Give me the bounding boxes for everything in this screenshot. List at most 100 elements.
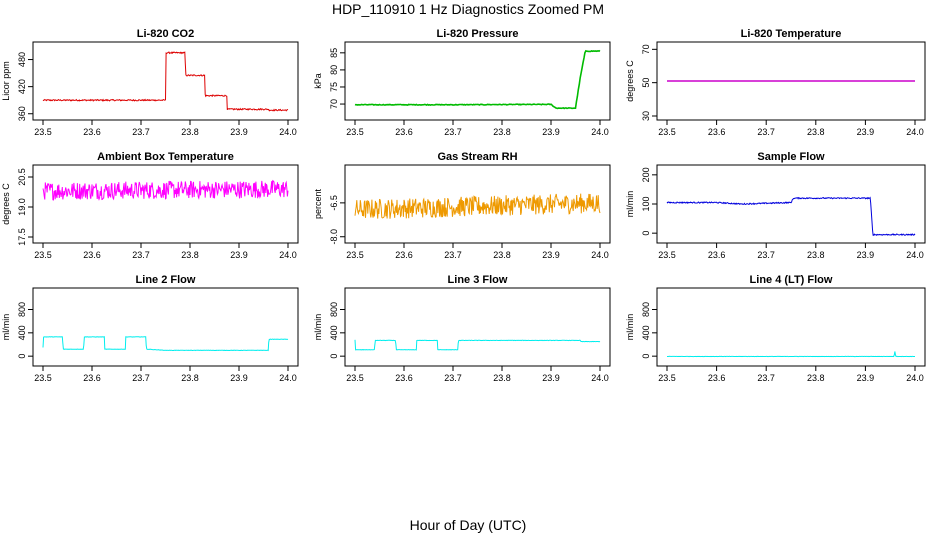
x-tick-label: 24.0 <box>279 250 297 260</box>
x-tick-label: 23.8 <box>807 373 825 383</box>
x-tick-label: 23.8 <box>181 373 199 383</box>
series-line <box>354 49 601 110</box>
x-tick-label: 23.9 <box>542 250 560 260</box>
x-tick-label: 23.7 <box>132 127 150 137</box>
y-tick-label: 0 <box>641 231 651 236</box>
x-tick-label: 23.8 <box>807 127 825 137</box>
series-line <box>42 336 289 352</box>
x-tick-label: 23.6 <box>395 373 413 383</box>
x-tick-label: 23.9 <box>542 127 560 137</box>
panel-8: Line 4 (LT) Flow 23.5 23.6 23.7 23.8 23.9 24.0… <box>625 274 926 383</box>
panel-title: Sample Flow <box>757 151 825 163</box>
panel-6: Line 2 Flow 23.5 23.6 23.7 23.8 23.9 24.0 0 400 8… <box>1 274 299 383</box>
y-axis-label: percent <box>313 188 323 219</box>
plot-frame <box>32 41 299 121</box>
x-tick-label: 23.9 <box>857 250 875 260</box>
x-tick-label: 24.0 <box>906 373 924 383</box>
y-axis-label: ml/min <box>313 314 323 341</box>
y-tick-label: 0 <box>17 354 27 359</box>
y-tick-label: 19.0 <box>17 198 27 216</box>
panel-3: Ambient Box Temperature 23.5 23.6 23.7 23.8 2… <box>1 151 299 260</box>
x-tick-label: 23.5 <box>34 127 52 137</box>
y-tick-label: 400 <box>641 325 651 340</box>
y-tick-label: 100 <box>641 196 651 211</box>
y-tick-label: 50 <box>641 78 651 88</box>
series-line <box>354 339 601 351</box>
x-tick-label: 23.9 <box>230 250 248 260</box>
plot-frame <box>32 164 299 244</box>
x-tick-label: 23.9 <box>542 373 560 383</box>
x-tick-label: 24.0 <box>591 373 609 383</box>
y-tick-label: 0 <box>329 354 339 359</box>
y-axis-label: degrees C <box>1 183 11 225</box>
y-tick-label: 800 <box>329 302 339 317</box>
panel-title: Line 2 Flow <box>136 274 196 286</box>
y-axis-label: degrees C <box>625 60 635 102</box>
x-tick-label: 23.5 <box>34 373 52 383</box>
x-tick-label: 23.6 <box>395 250 413 260</box>
panel-title: Ambient Box Temperature <box>97 151 234 163</box>
x-tick-label: 23.7 <box>132 373 150 383</box>
panel-1: Li-820 Pressure 23.5 23.6 23.7 23.8 23.9 24.0 7… <box>313 28 611 137</box>
x-tick-label: 24.0 <box>591 127 609 137</box>
panel-title: Li-820 CO2 <box>137 28 194 40</box>
x-tick-label: 23.9 <box>230 127 248 137</box>
y-axis-label: ml/min <box>1 314 11 341</box>
x-tick-label: 23.7 <box>444 127 462 137</box>
y-tick-label: 400 <box>17 325 27 340</box>
x-tick-label: 23.5 <box>658 250 676 260</box>
x-tick-label: 23.5 <box>346 127 364 137</box>
panel-title: Line 3 Flow <box>448 274 508 286</box>
plot-frame <box>656 41 926 121</box>
panel-7: Line 3 Flow 23.5 23.6 23.7 23.8 23.9 24.0 0 400 8… <box>313 274 611 383</box>
x-tick-label: 23.8 <box>493 373 511 383</box>
plot-frame <box>344 41 611 121</box>
y-tick-label: 800 <box>641 302 651 317</box>
panel-title: Li-820 Pressure <box>437 28 519 40</box>
x-tick-label: 23.9 <box>230 373 248 383</box>
x-tick-label: 23.6 <box>395 127 413 137</box>
y-tick-label: 20.5 <box>17 168 27 186</box>
x-tick-label: 23.7 <box>757 373 775 383</box>
y-axis-label: Licor ppm <box>1 61 11 101</box>
x-tick-label: 23.8 <box>493 250 511 260</box>
y-tick-label: 0 <box>641 354 651 359</box>
x-tick-label: 23.7 <box>444 373 462 383</box>
panel-4: Gas Stream RH 23.5 23.6 23.7 23.8 23.9 24.0 -8.… <box>313 151 611 260</box>
x-tick-label: 23.7 <box>757 250 775 260</box>
x-tick-label: 23.6 <box>83 373 101 383</box>
plot-frame <box>344 164 611 244</box>
y-tick-label: 420 <box>17 79 27 94</box>
x-tick-label: 23.5 <box>346 373 364 383</box>
x-tick-label: 23.5 <box>34 250 52 260</box>
series-line <box>354 193 601 219</box>
y-axis-label: ml/min <box>625 191 635 218</box>
x-tick-label: 23.8 <box>807 250 825 260</box>
y-tick-label: 85 <box>329 48 339 58</box>
x-tick-label: 23.7 <box>757 127 775 137</box>
panel-5: Sample Flow 23.5 23.6 23.7 23.8 23.9 24.0 0 100 2… <box>625 151 926 260</box>
panel-title: Li-820 Temperature <box>741 28 842 40</box>
x-tick-label: 23.8 <box>181 127 199 137</box>
y-tick-label: 17.5 <box>17 228 27 246</box>
x-tick-label: 23.7 <box>444 250 462 260</box>
y-tick-label: -6.5 <box>329 195 339 211</box>
x-tick-label: 24.0 <box>279 127 297 137</box>
x-tick-label: 23.8 <box>181 250 199 260</box>
plot-frame <box>344 287 611 367</box>
series-line <box>42 51 289 112</box>
x-tick-label: 23.8 <box>493 127 511 137</box>
x-tick-label: 23.6 <box>708 127 726 137</box>
series-line <box>667 351 915 358</box>
x-tick-label: 24.0 <box>279 373 297 383</box>
x-tick-label: 23.5 <box>658 373 676 383</box>
y-axis-label: kPa <box>313 73 323 89</box>
x-tick-label: 23.9 <box>857 373 875 383</box>
x-tick-label: 24.0 <box>906 127 924 137</box>
plot-frame <box>656 287 926 367</box>
y-axis-label: ml/min <box>625 314 635 341</box>
x-tick-label: 23.9 <box>857 127 875 137</box>
panel-title: Line 4 (LT) Flow <box>750 274 833 286</box>
plot-frame <box>32 287 299 367</box>
